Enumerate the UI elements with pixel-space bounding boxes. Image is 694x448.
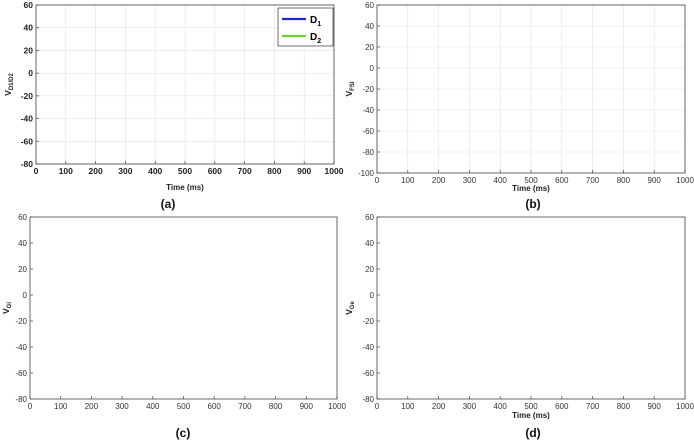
y-tick-label: 20 — [24, 45, 34, 55]
y-tick-label: 40 — [18, 239, 27, 248]
x-tick-label: 500 — [524, 402, 538, 411]
x-tick-label: 700 — [586, 176, 600, 185]
y-tick-label: 0 — [370, 64, 375, 73]
x-tick-label: 900 — [648, 176, 662, 185]
y-tick-label: -40 — [362, 106, 374, 115]
x-tick-label: 0 — [375, 176, 380, 185]
y-tick-label: -60 — [15, 369, 27, 378]
x-tick-label: 600 — [208, 402, 222, 411]
x-tick-label: 600 — [555, 176, 569, 185]
x-tick-label: 100 — [59, 166, 73, 176]
y-tick-label: -60 — [21, 136, 34, 146]
x-tick-label: 100 — [401, 402, 415, 411]
x-tick-label: 500 — [524, 176, 538, 185]
y-tick-label: 0 — [370, 291, 375, 300]
x-tick-label: 400 — [494, 402, 508, 411]
y-tick-label: -20 — [15, 317, 27, 326]
y-axis-label: VGi — [1, 302, 13, 314]
x-tick-label: 400 — [148, 166, 162, 176]
y-tick-label: -40 — [21, 114, 34, 124]
panel-caption: (c) — [176, 426, 191, 440]
x-tick-label: 600 — [555, 402, 569, 411]
y-tick-label: -20 — [362, 85, 374, 94]
x-tick-label: 200 — [89, 166, 103, 176]
y-tick-label: 0 — [23, 291, 28, 300]
x-tick-label: 200 — [85, 402, 99, 411]
y-axis-label: VGe — [344, 301, 356, 315]
x-tick-label: 0 — [375, 402, 380, 411]
y-tick-label: -60 — [362, 369, 374, 378]
y-tick-label: -80 — [15, 395, 27, 404]
x-tick-label: 100 — [54, 402, 68, 411]
x-tick-label: 800 — [269, 402, 283, 411]
y-tick-label: 60 — [18, 213, 27, 222]
y-tick-label: -100 — [358, 169, 375, 178]
panel-a: 0 100 200 300 400 500 600 700 800 900 1000-80-60-4… — [3, 0, 344, 211]
y-tick-label: 60 — [365, 213, 374, 222]
panel-b: 0 100 200 300 400 500 600 700 800 900 1000-100-80-… — [344, 1, 694, 211]
x-tick-label: 300 — [118, 166, 132, 176]
x-tick-label: 900 — [297, 166, 311, 176]
legend-label: D2 — [310, 32, 321, 45]
x-tick-label: 1000 — [676, 176, 694, 185]
y-tick-label: 20 — [18, 265, 27, 274]
panel-d: 0 100 200 300 400 500 600 700 800 900 1000-80-60-4… — [344, 213, 694, 440]
x-tick-label: 100 — [401, 176, 415, 185]
x-tick-label: 500 — [177, 402, 191, 411]
x-tick-label: 600 — [208, 166, 222, 176]
x-tick-label: 700 — [238, 166, 252, 176]
x-tick-label: 0 — [34, 166, 39, 176]
x-tick-label: 0 — [28, 402, 33, 411]
x-tick-label: 300 — [463, 176, 477, 185]
y-tick-label: -60 — [362, 127, 374, 136]
y-tick-label: -40 — [362, 343, 374, 352]
x-tick-label: 900 — [648, 402, 662, 411]
x-tick-label: 1000 — [328, 402, 346, 411]
x-tick-label: 400 — [146, 402, 160, 411]
y-tick-label: -40 — [15, 343, 27, 352]
y-tick-label: 40 — [365, 22, 374, 31]
y-axis-label: VD1/D2 — [3, 73, 15, 96]
x-tick-label: 1000 — [676, 402, 694, 411]
y-tick-label: 60 — [24, 0, 34, 10]
y-tick-label: -80 — [21, 159, 34, 169]
y-tick-label: -80 — [362, 148, 374, 157]
y-tick-label: 20 — [365, 43, 374, 52]
plot-frame — [29, 216, 338, 400]
x-tick-label: 500 — [178, 166, 192, 176]
x-axis-label: Time (ms) — [166, 183, 204, 192]
x-tick-label: 700 — [238, 402, 252, 411]
x-tick-label: 800 — [617, 402, 631, 411]
y-tick-label: 60 — [365, 1, 374, 10]
y-tick-label: 20 — [365, 265, 374, 274]
x-tick-label: 200 — [432, 402, 446, 411]
legend-label: D1 — [310, 15, 321, 28]
panel-caption: (d) — [525, 426, 540, 440]
panel-caption: (a) — [161, 197, 176, 211]
y-axis-label: VFSI — [344, 81, 356, 96]
plot-frame — [376, 216, 686, 400]
x-axis-label: Time (ms) — [512, 184, 550, 193]
x-tick-label: 800 — [617, 176, 631, 185]
x-tick-label: 800 — [267, 166, 281, 176]
y-tick-label: 0 — [28, 68, 33, 78]
y-tick-label: 40 — [365, 239, 374, 248]
x-tick-label: 200 — [432, 176, 446, 185]
panel-c: 0 100 200 300 400 500 600 700 800 900 1000-80-60-4… — [1, 213, 346, 440]
y-tick-label: -20 — [21, 91, 34, 101]
x-tick-label: 900 — [300, 402, 314, 411]
legend-box — [277, 7, 334, 47]
y-tick-label: -80 — [362, 395, 374, 404]
x-tick-label: 1000 — [325, 166, 344, 176]
x-axis-label: Time (ms) — [512, 411, 550, 420]
panel-caption: (b) — [525, 197, 540, 211]
y-tick-label: 40 — [24, 23, 34, 33]
x-tick-label: 300 — [463, 402, 477, 411]
y-tick-label: -20 — [362, 317, 374, 326]
x-tick-label: 300 — [115, 402, 129, 411]
x-tick-label: 400 — [494, 176, 508, 185]
x-tick-label: 700 — [586, 402, 600, 411]
